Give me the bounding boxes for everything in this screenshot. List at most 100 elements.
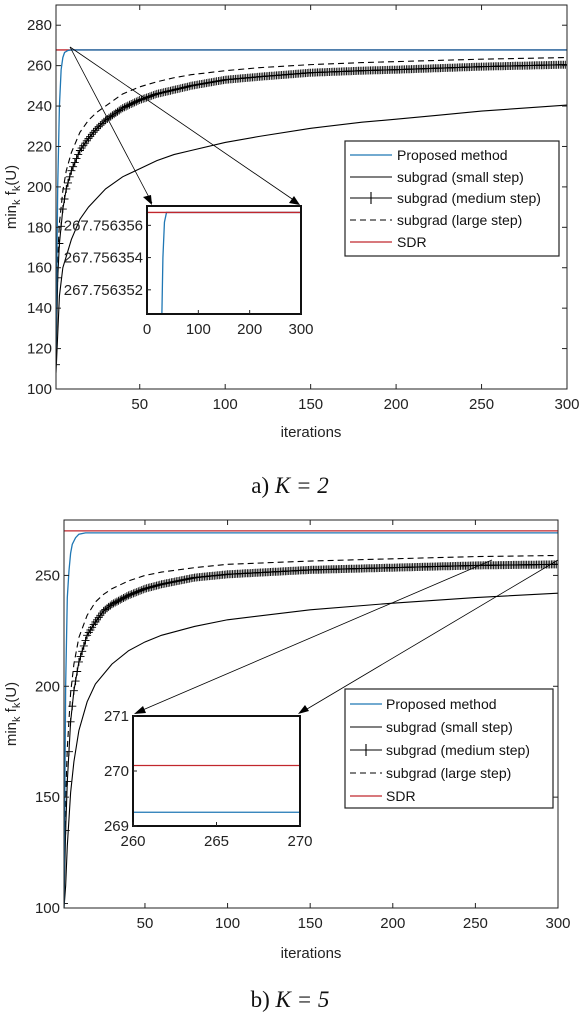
inset-y-tick-label: 267.756354: [64, 250, 143, 267]
legend-swatch-medium-marker: [360, 744, 372, 756]
panel-a-legend: Proposed method subgrad (small step) sub…: [344, 140, 560, 257]
plot-area: [56, 49, 567, 373]
x-tick-label: 300: [554, 396, 579, 413]
inset-x-tick-label: 260: [120, 833, 145, 850]
panel-b: 50 100 150 200 250 300 100 150 200 250 iterations…: [3, 519, 571, 1012]
y-tick-label: 240: [27, 98, 52, 115]
series-line-subgrad-small-step: [64, 592, 558, 908]
medium-step-marker: [111, 598, 120, 607]
inset-y-tick-label: 270: [104, 763, 129, 780]
zoom-arrow-left: [69, 46, 153, 204]
panel-a-ylabel: mink fk(U): [3, 165, 23, 229]
medium-step-marker: [128, 99, 137, 108]
panel-a-zoom-arrows: [69, 46, 300, 205]
zoom-arrowhead-left: [134, 706, 146, 714]
medium-step-marker: [73, 667, 82, 676]
medium-step-marker: [84, 134, 93, 143]
medium-step-marker: [183, 82, 192, 91]
medium-step-marker: [150, 582, 159, 591]
x-tick-label: 100: [215, 915, 240, 932]
x-tick-label: 100: [213, 396, 238, 413]
inset-x-tick-label: 100: [186, 321, 211, 338]
medium-step-marker: [134, 96, 142, 105]
medium-step-marker: [91, 126, 100, 135]
medium-step-marker: [563, 60, 567, 69]
inset-x-tick-label: 200: [237, 321, 262, 338]
medium-step-marker: [123, 101, 132, 110]
medium-step-marker: [107, 600, 116, 609]
medium-step-marker: [79, 641, 88, 650]
panel-b-series: [64, 530, 558, 908]
inset-box: [146, 205, 302, 315]
medium-step-marker: [147, 91, 156, 100]
inset-series: [147, 211, 301, 314]
medium-step-marker: [76, 652, 85, 661]
inset-y-tick-label: 271: [104, 708, 129, 725]
panel-a-inset: 0 100 200 300 267.756352 267.756354 267.756356: [64, 205, 314, 338]
medium-step-marker: [106, 601, 115, 610]
legend-label-large: subgrad (large step): [397, 212, 522, 228]
medium-step-marker: [93, 615, 101, 624]
medium-step-marker: [127, 590, 136, 599]
medium-step-marker: [124, 591, 133, 600]
inset-y-tick-label: 269: [104, 818, 129, 835]
y-tick-label: 160: [27, 260, 52, 277]
medium-step-marker: [132, 97, 141, 106]
panel-b-ylabel: mink fk(U): [3, 682, 23, 746]
medium-step-marker: [131, 588, 139, 597]
medium-step-marker: [72, 154, 81, 163]
x-tick-label: 50: [131, 396, 148, 413]
panel-a-series: [56, 49, 567, 373]
panel-b-legend: Proposed method subgrad (small step) sub…: [344, 688, 554, 809]
medium-step-marker: [122, 592, 131, 601]
series-markers-subgrad-medium-step: [56, 60, 567, 369]
panel-b-ticks: 50 100 150 200 250 300 100 150 200 250: [35, 520, 571, 932]
inset-x-tick-label: 265: [204, 833, 229, 850]
panel-b-axes-box: [63, 519, 559, 909]
panel-b-zoom-arrows: [134, 559, 559, 714]
inset-y-tick-label: 267.756356: [64, 217, 143, 234]
legend-label-small: subgrad (small step): [386, 719, 513, 735]
medium-step-marker: [112, 597, 121, 606]
medium-step-marker: [69, 162, 78, 171]
medium-step-marker: [118, 104, 127, 113]
panel-a-axes-box: [55, 4, 568, 390]
medium-step-marker: [134, 587, 143, 596]
medium-step-marker: [137, 586, 146, 595]
legend-label-small: subgrad (small step): [397, 169, 524, 185]
y-tick-label: 280: [27, 17, 52, 34]
medium-step-marker: [56, 360, 60, 369]
inset-ticks: 0 100 200 300 267.756352 267.756354 267.756356: [64, 217, 314, 338]
y-tick-label: 150: [35, 789, 60, 806]
legend-label-sdr: SDR: [397, 234, 427, 250]
series-line-proposed-method: [64, 532, 558, 908]
medium-step-marker: [69, 686, 78, 695]
medium-step-marker: [89, 128, 98, 137]
panel-a-xlabel: iterations: [281, 424, 342, 441]
zoom-arrowhead-right: [289, 196, 300, 205]
medium-step-marker: [70, 158, 79, 167]
medium-step-marker: [87, 130, 96, 139]
legend-label-proposed: Proposed method: [386, 696, 497, 712]
legend-label-medium: subgrad (medium step): [386, 742, 530, 758]
y-tick-label: 120: [27, 341, 52, 358]
inset-background: [147, 206, 301, 314]
medium-step-marker: [122, 102, 131, 111]
medium-step-marker: [144, 93, 153, 101]
medium-step-marker: [130, 98, 139, 107]
panel-b-caption: b) K = 5: [251, 987, 330, 1012]
medium-step-marker: [117, 594, 126, 603]
y-tick-label: 140: [27, 300, 52, 317]
inset-x-tick-label: 300: [288, 321, 313, 338]
x-tick-label: 150: [298, 915, 323, 932]
y-tick-label: 250: [35, 567, 60, 584]
panel-b-xlabel: iterations: [281, 945, 342, 962]
y-tick-label: 260: [27, 58, 52, 75]
x-tick-label: 300: [545, 915, 570, 932]
medium-step-marker: [149, 91, 158, 100]
medium-step-marker: [554, 560, 558, 569]
x-tick-label: 150: [298, 396, 323, 413]
medium-step-marker: [93, 124, 101, 133]
medium-step-marker: [139, 585, 148, 594]
